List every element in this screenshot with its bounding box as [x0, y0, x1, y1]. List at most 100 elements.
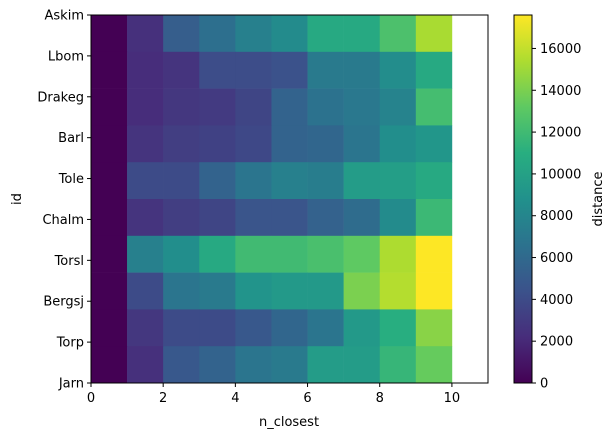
heatmap-cell — [127, 272, 164, 310]
heatmap-cell — [235, 88, 272, 126]
heatmap-cell — [271, 15, 308, 53]
colorbar-tick-label: 14000 — [540, 84, 581, 99]
heatmap-cell — [379, 51, 417, 89]
y-axis-label: id — [10, 193, 25, 205]
heatmap-cell — [91, 272, 128, 310]
heatmap-cell — [91, 346, 128, 384]
heatmap-cell — [271, 88, 308, 126]
x-tick-label: 6 — [303, 391, 311, 406]
heatmap-cell — [343, 309, 381, 347]
heatmap-cell — [271, 346, 308, 384]
heatmap-cell — [343, 235, 381, 273]
heatmap-cell — [415, 88, 453, 126]
heatmap-cell — [163, 88, 200, 126]
heatmap-cell — [379, 125, 417, 163]
heatmap-cell — [307, 309, 344, 347]
heatmap-cell — [307, 346, 344, 384]
heatmap-cell — [127, 125, 164, 163]
y-tick-label: Barl — [58, 131, 84, 146]
heatmap-cell — [379, 235, 417, 273]
heatmap-cell — [127, 51, 164, 89]
heatmap-cell — [163, 272, 200, 310]
heatmap-cell — [271, 235, 308, 273]
x-tick-label: 2 — [159, 391, 167, 406]
heatmap-cell — [199, 199, 236, 237]
heatmap-cell — [415, 309, 453, 347]
heatmap-cell — [199, 125, 236, 163]
x-tick-label: 0 — [87, 391, 95, 406]
heatmap-cell — [235, 309, 272, 347]
heatmap-cell — [163, 162, 200, 200]
heatmap-cell — [343, 51, 381, 89]
heatmap-cell — [271, 272, 308, 310]
heatmap-cell — [343, 346, 381, 384]
heatmap-cell — [307, 235, 344, 273]
colorbar-tick-label: 4000 — [540, 293, 573, 308]
x-tick-label: 10 — [444, 391, 461, 406]
heatmap-cell — [91, 51, 128, 89]
heatmap-cell — [127, 199, 164, 237]
y-tick-label: Lbom — [48, 49, 84, 64]
heatmap-cell — [235, 235, 272, 273]
y-tick-label: Torp — [56, 336, 84, 351]
y-tick-label: Chalm — [42, 213, 84, 228]
colorbar — [513, 14, 533, 384]
heatmap-cell — [127, 162, 164, 200]
heatmap-cell — [127, 15, 164, 53]
heatmap-cell — [307, 199, 344, 237]
y-axis-ticks: Askim Lbom Drakeg Barl Tole Chalm Torsl Bergsj T… — [37, 9, 91, 392]
heatmap-cell — [199, 88, 236, 126]
y-tick-label: Jarn — [58, 377, 84, 392]
colorbar-tick-label: 6000 — [540, 251, 573, 266]
heatmap-cell — [199, 346, 236, 384]
colorbar-tick-label: 16000 — [540, 42, 581, 57]
heatmap-cell — [307, 162, 344, 200]
y-tick-label: Tole — [58, 172, 84, 187]
heatmap-cell — [235, 199, 272, 237]
heatmap-cell — [271, 162, 308, 200]
colorbar-tick-label: 12000 — [540, 126, 581, 141]
heatmap-cell — [379, 199, 417, 237]
y-tick-label: Torsl — [54, 254, 84, 269]
heatmap-cell — [127, 346, 164, 384]
heatmap-cell — [379, 309, 417, 347]
heatmap-cell — [415, 346, 453, 384]
heatmap-cell — [163, 235, 200, 273]
colorbar-tick-label: 2000 — [540, 335, 573, 350]
heatmap-cell — [91, 88, 128, 126]
heatmap-cell — [271, 51, 308, 89]
x-axis-ticks: 0 2 4 6 8 10 — [87, 383, 460, 406]
heatmap-cell — [271, 309, 308, 347]
heatmap-cell — [199, 51, 236, 89]
heatmap-cell — [415, 199, 453, 237]
heatmap-cell — [163, 309, 200, 347]
heatmap-cell — [127, 309, 164, 347]
heatmap-cell — [235, 346, 272, 384]
x-axis-label: n_closest — [259, 415, 319, 430]
heatmap-cell — [199, 162, 236, 200]
y-tick-label: Bergsj — [43, 295, 84, 310]
heatmap-cell — [235, 125, 272, 163]
x-tick-label: 4 — [231, 391, 239, 406]
heatmap-cell — [343, 125, 381, 163]
heatmap-cell — [127, 88, 164, 126]
heatmap-cell — [235, 51, 272, 89]
heatmap-cell — [307, 15, 344, 53]
heatmap-cell — [415, 235, 453, 273]
heatmap-cell — [307, 272, 344, 310]
heatmap-cell — [379, 272, 417, 310]
heatmap-cell — [343, 15, 381, 53]
heatmap-cell — [199, 235, 236, 273]
heatmap-cell — [235, 272, 272, 310]
heatmap-cell — [307, 88, 344, 126]
heatmap-cell — [163, 199, 200, 237]
heatmap-cell — [379, 15, 417, 53]
heatmap-cell — [271, 199, 308, 237]
heatmap-cell — [199, 309, 236, 347]
heatmap-cell — [91, 15, 128, 53]
heatmap-cell — [379, 162, 417, 200]
colorbar-tick-label: 8000 — [540, 209, 573, 224]
heatmap-cell — [379, 346, 417, 384]
heatmap-cell — [235, 162, 272, 200]
